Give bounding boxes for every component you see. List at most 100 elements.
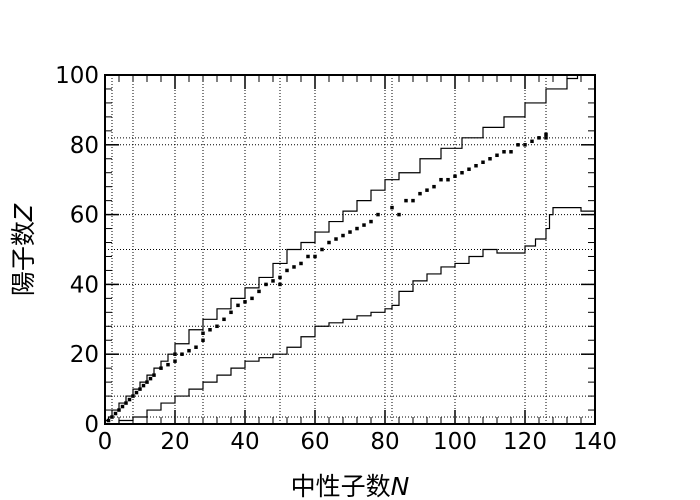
stable-nuclide-point [257, 289, 261, 294]
stable-nuclide-point [134, 390, 139, 395]
stable-nuclide-point [264, 282, 268, 287]
x-tick-label: 80 [370, 429, 399, 455]
stable-nuclide-point [180, 352, 184, 356]
stable-nuclide-point [148, 376, 153, 381]
stable-nuclide-point [138, 387, 142, 391]
plot-frame [104, 74, 596, 425]
stable-nuclide-point [117, 408, 121, 412]
stable-nuclide-point [285, 268, 289, 273]
y-tick-label: 20 [70, 342, 99, 368]
stable-nuclide-point [236, 303, 240, 308]
stable-nuclide-point [124, 401, 128, 405]
stable-nuclide-point [369, 219, 373, 224]
stable-nuclide-point [453, 174, 457, 178]
stable-nuclide-point [544, 136, 548, 140]
grid-layer [105, 75, 595, 424]
x-tick-label: 40 [230, 429, 259, 455]
stable-nuclide-point [141, 383, 146, 388]
stable-nuclide-point [390, 205, 394, 210]
stable-nuclide-point [467, 167, 471, 171]
stable-nuclide-point [474, 163, 478, 168]
y-axis-symbol: Z [9, 203, 38, 222]
x-tick-label: 60 [300, 429, 329, 455]
stable-nuclide-point [194, 345, 198, 349]
stable-nuclide-point [278, 275, 282, 280]
stable-nuclide-point [173, 359, 177, 363]
stable-nuclide-point [488, 157, 492, 161]
stable-nuclide-point [495, 153, 499, 158]
proton-drip-line [105, 75, 579, 422]
stable-nuclide-point [425, 188, 429, 192]
stable-nuclide-point [145, 380, 149, 384]
x-tick-label: 20 [160, 429, 189, 455]
stable-nuclide-point [544, 132, 548, 137]
y-axis-label: 陽子数 [9, 221, 38, 296]
stable-nuclide-point [208, 328, 212, 332]
x-tick-label: 0 [98, 429, 113, 455]
y-axis-title: 陽子数Z [9, 203, 38, 296]
stable-nuclide-point [292, 265, 296, 269]
x-axis-symbol: N [391, 472, 410, 500]
y-tick-label: 60 [70, 203, 99, 229]
stable-nuclide-point [306, 254, 310, 259]
stable-nuclide-point [397, 212, 401, 217]
stable-nuclide-point [278, 282, 282, 287]
series-layer [105, 75, 596, 425]
stable-nuclide-point [446, 177, 450, 182]
stable-nuclide-point [271, 279, 275, 283]
stable-nuclide-point [376, 212, 380, 217]
stable-nuclide-point [120, 404, 125, 409]
stable-nuclide-point [439, 177, 443, 182]
x-tick-label: 140 [573, 429, 617, 455]
stable-nuclide-point [355, 226, 359, 231]
tick-label-layer: 0 20 40 60 80 100 120 140 0 20 40 60 80 100 [55, 63, 617, 455]
stable-nuclide-point [341, 233, 345, 238]
stable-nuclide-point [131, 394, 135, 398]
neutron-drip-line [108, 204, 596, 425]
stable-nuclide-point [187, 348, 191, 353]
stable-nuclide-point [481, 160, 485, 164]
stable-nuclide-point [516, 143, 520, 147]
stable-nuclide-point [509, 150, 513, 154]
y-tick-label: 0 [84, 412, 99, 438]
x-tick-label: 120 [503, 429, 547, 455]
stable-nuclide-point [404, 198, 408, 203]
stable-nuclide-point [243, 300, 247, 304]
stable-nuclide-point [166, 362, 170, 367]
stable-nuclide-point [418, 191, 422, 196]
stable-nuclide-point [159, 366, 163, 370]
stable-nuclide-point [299, 261, 303, 266]
stable-nuclide-point [362, 223, 366, 227]
x-axis-title: 中性子数N [291, 472, 410, 500]
stable-nuclide-point [320, 247, 324, 252]
stable-nuclide-point [250, 296, 254, 301]
stable-nuclide-point [113, 411, 118, 416]
stable-nuclide-point [327, 240, 331, 245]
stable-nuclide-point [523, 143, 527, 147]
stable-nuclide-point [460, 170, 464, 175]
stable-nuclide-point [348, 230, 352, 234]
stable-nuclide-point [502, 150, 506, 154]
y-tick-label: 80 [70, 133, 99, 159]
stable-nuclide-point [222, 317, 226, 322]
stable-nuclide-point [432, 184, 436, 189]
stable-nuclide-point [173, 352, 177, 356]
stable-nuclide-point [313, 254, 317, 259]
x-axis-label: 中性子数 [291, 472, 391, 500]
stable-nuclide-point [229, 310, 233, 315]
stable-nuclide-point [411, 198, 415, 203]
x-tick-label: 100 [433, 429, 477, 455]
stable-nuclide-point [152, 373, 156, 377]
stable-nuclide-point [215, 324, 219, 329]
stable-nuclide-point [201, 338, 205, 342]
stable-nuclide-point [110, 415, 114, 419]
axes-layer [104, 74, 596, 425]
stable-nuclide-point [537, 136, 541, 140]
stable-nuclide-point [530, 139, 534, 144]
stable-nuclide-point [201, 331, 205, 336]
stable-nuclide-point [127, 397, 132, 402]
stable-nuclide-point [106, 418, 111, 423]
y-tick-label: 100 [55, 63, 99, 89]
y-tick-label: 40 [70, 272, 99, 298]
